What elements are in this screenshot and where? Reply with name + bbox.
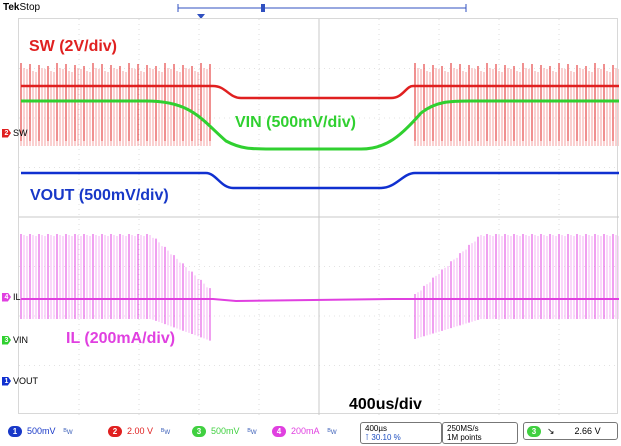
- bandwidth-limit-icon: ᴮw: [63, 426, 73, 436]
- waveform-canvas: [19, 19, 619, 415]
- channel-2-scale: 2.00 V: [127, 426, 154, 436]
- waveform-display: [18, 18, 619, 415]
- horizontal-position: 30.10 %: [371, 433, 401, 442]
- vin-trace: [21, 99, 619, 151]
- channel-4-settings[interactable]: 4 200mA ᴮw: [272, 424, 337, 438]
- trigger-level: 2.66 V: [574, 426, 601, 436]
- sw-trace: [21, 84, 619, 100]
- vin-marker-label: VIN: [13, 335, 29, 345]
- trigger-channel-icon: 3: [527, 425, 541, 437]
- sw-marker-label: SW: [13, 128, 28, 138]
- vout-channel-marker: 1 VOUT: [2, 376, 38, 386]
- horizontal-timescale: 400µs: [365, 424, 387, 433]
- vout-marker-label: VOUT: [13, 376, 39, 386]
- il-trace: [21, 298, 619, 303]
- horizontal-settings[interactable]: 400µs ⊺ 30.10 %: [360, 422, 442, 444]
- channel-1-icon: 1: [8, 425, 22, 437]
- channel-2-icon: 2: [108, 425, 122, 437]
- trigger-marker-icon: [197, 14, 205, 18]
- sw-channel-marker: 2 SW: [2, 128, 28, 138]
- vin-marker-icon: 3: [2, 335, 11, 345]
- timebase-label: 400us/div: [349, 396, 422, 413]
- channel-2-settings[interactable]: 2 2.00 V ᴮw: [108, 424, 170, 438]
- sw-switching-right: [414, 67, 619, 146]
- vin-scale-label: VIN (500mV/div): [235, 114, 356, 131]
- channel-4-scale: 200mA: [291, 426, 320, 436]
- channel-3-icon: 3: [192, 425, 206, 437]
- horizontal-position-icon: ⊺: [365, 433, 372, 442]
- bandwidth-limit-icon: ᴮw: [247, 426, 257, 436]
- vout-marker-icon: 1: [2, 376, 11, 386]
- channel-settings-bar: 1 500mV ᴮw 2 2.00 V ᴮw 3 500mV ᴮw 4 200m…: [0, 420, 621, 446]
- sw-marker-icon: 2: [2, 128, 11, 138]
- graticule: [19, 19, 619, 415]
- brand-label: Tek: [3, 2, 20, 13]
- record-length: 1M points: [447, 433, 482, 442]
- bandwidth-limit-icon: ᴮw: [161, 426, 171, 436]
- channel-3-settings[interactable]: 3 500mV ᴮw: [192, 424, 257, 438]
- vout-trace: [21, 171, 619, 190]
- trigger-settings[interactable]: 3 ↘ 2.66 V: [523, 422, 618, 440]
- il-marker-icon: 4: [2, 292, 11, 302]
- channel-4-icon: 4: [272, 425, 286, 437]
- il-marker-label: IL: [13, 292, 21, 302]
- il-scale-label: IL (200mA/div): [66, 330, 176, 347]
- channel-1-settings[interactable]: 1 500mV ᴮw: [8, 424, 73, 438]
- vin-channel-marker: 3 VIN: [2, 335, 28, 345]
- il-channel-marker: 4 IL: [2, 292, 21, 302]
- trigger-slope-icon: ↘: [547, 425, 555, 436]
- il-switching: [20, 234, 619, 341]
- channel-1-scale: 500mV: [27, 426, 56, 436]
- acquisition-settings[interactable]: 250MS/s 1M points: [442, 422, 518, 444]
- top-status-bar: TekStop: [0, 0, 621, 18]
- run-status: Stop: [19, 2, 41, 13]
- trigger-position-indicator: [177, 4, 467, 18]
- sample-rate: 250MS/s: [447, 424, 479, 433]
- bandwidth-limit-icon: ᴮw: [327, 426, 337, 436]
- channel-3-scale: 500mV: [211, 426, 240, 436]
- vout-scale-label: VOUT (500mV/div): [30, 187, 169, 204]
- sw-scale-label: SW (2V/div): [29, 38, 118, 55]
- scope-brand-status: TekStop: [3, 2, 40, 13]
